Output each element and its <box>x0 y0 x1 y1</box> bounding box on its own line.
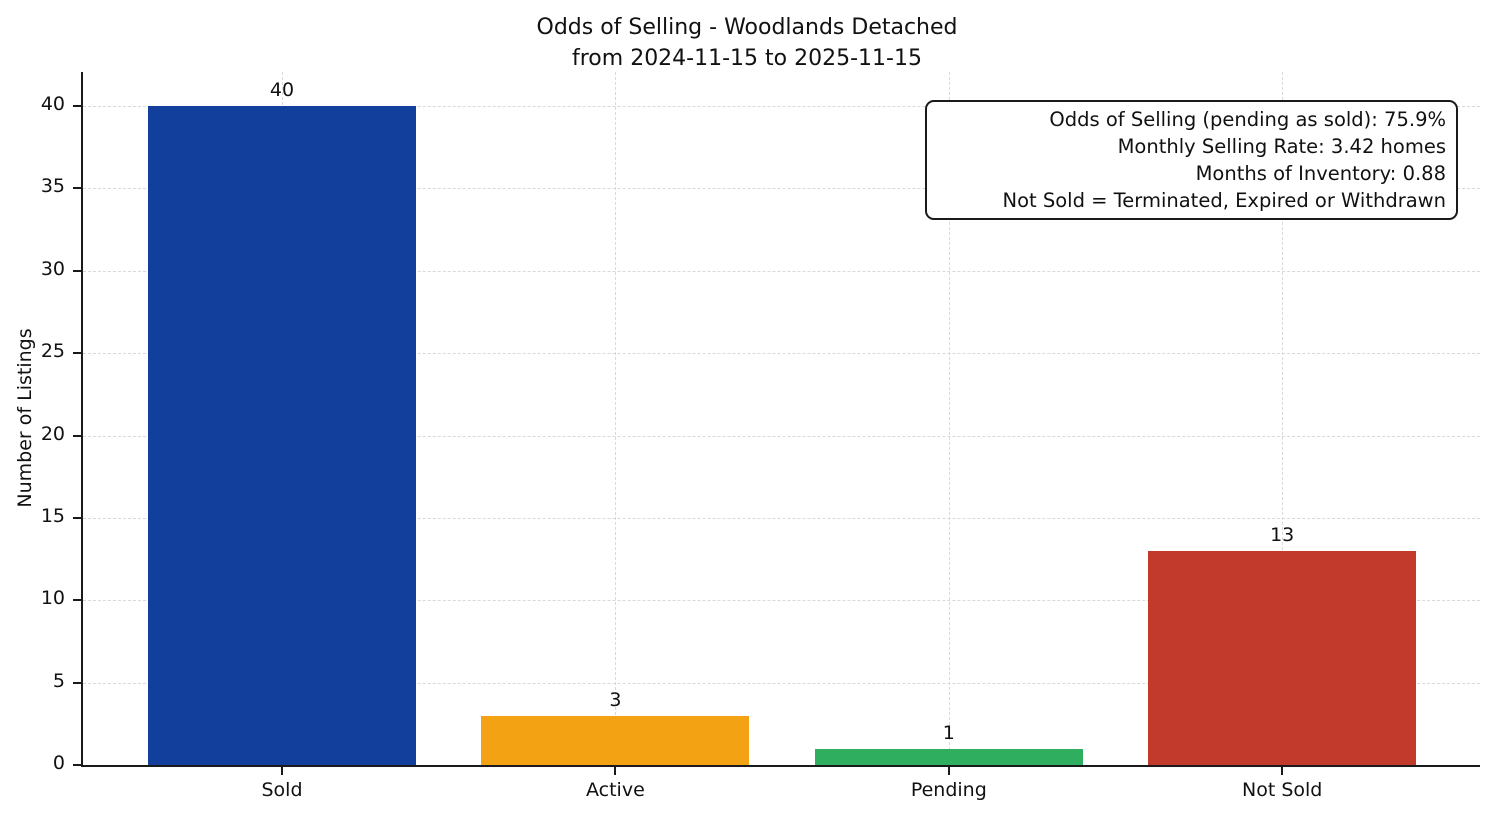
chart-title: Odds of Selling - Woodlands Detached fro… <box>0 12 1494 74</box>
y-tick-label: 35 <box>40 175 65 198</box>
x-tick-mark <box>947 767 950 775</box>
x-tick-label-active: Active <box>586 779 645 801</box>
y-gridline <box>83 600 1480 602</box>
chart-title-line-2: from 2024-11-15 to 2025-11-15 <box>572 46 922 71</box>
x-gridline <box>948 72 950 765</box>
y-gridline <box>83 270 1480 272</box>
y-tick-label: 5 <box>52 669 65 692</box>
y-tick-mark <box>73 681 81 684</box>
y-axis-spine <box>81 72 83 767</box>
y-tick-label: 20 <box>40 422 65 445</box>
x-tick-mark <box>281 767 283 775</box>
plot-area: 0 5 10 15 20 25 30 35 40 Sold 40 Active 3 Pending 1 Not… <box>41 72 1480 801</box>
y-tick-label: 15 <box>40 504 65 527</box>
x-gridline <box>615 72 617 765</box>
y-gridline <box>83 106 1480 107</box>
y-tick-label: 10 <box>40 587 65 610</box>
bar-sold <box>148 106 416 765</box>
annotation-monthly-selling-rate: Monthly Selling Rate: 3.42 homes <box>1117 135 1446 158</box>
chart-title-line-1: Odds of Selling - Woodlands Detached <box>536 15 958 40</box>
y-tick-mark <box>73 269 81 272</box>
y-tick-label: 0 <box>52 752 65 774</box>
y-tick-mark <box>73 352 81 355</box>
x-tick-mark <box>614 767 617 775</box>
y-tick-mark <box>73 516 81 519</box>
stats-annotation-box: Odds of Selling (pending as sold): 75.9%… <box>925 100 1458 220</box>
annotation-odds-of-selling: Odds of Selling (pending as sold): 75.9% <box>1049 108 1446 131</box>
annotation-months-of-inventory: Months of Inventory: 0.88 <box>1195 162 1446 185</box>
y-gridline <box>83 353 1480 355</box>
bar-value-label: 3 <box>609 688 622 711</box>
x-tick-label-not-sold: Not Sold <box>1242 779 1323 801</box>
y-tick-label: 30 <box>40 257 65 280</box>
y-tick-mark <box>73 434 81 437</box>
x-tick-label-sold: Sold <box>261 779 303 801</box>
x-tick-mark <box>1281 767 1284 775</box>
bar-pending <box>814 748 1083 765</box>
bar-active <box>481 715 750 765</box>
bar-value-label: 1 <box>942 721 955 744</box>
annotation-not-sold-definition: Not Sold = Terminated, Expired or Withdr… <box>1002 189 1446 212</box>
y-gridline <box>83 517 1480 519</box>
y-tick-mark <box>73 187 81 190</box>
y-tick-mark <box>73 599 81 602</box>
y-tick-mark <box>73 764 81 766</box>
y-tick-mark <box>73 105 81 107</box>
y-tick-label: 40 <box>40 93 65 115</box>
bar-value-label: 40 <box>269 79 295 101</box>
x-tick-label-pending: Pending <box>910 779 987 801</box>
y-tick-label: 25 <box>40 340 65 363</box>
y-gridline <box>83 188 1480 190</box>
y-gridline <box>83 682 1480 684</box>
bar-value-label: 13 <box>1270 523 1295 546</box>
x-axis-spine <box>81 765 1480 767</box>
y-gridline <box>83 435 1480 437</box>
x-gridline <box>1282 72 1284 765</box>
bar-not-sold <box>1148 550 1417 765</box>
